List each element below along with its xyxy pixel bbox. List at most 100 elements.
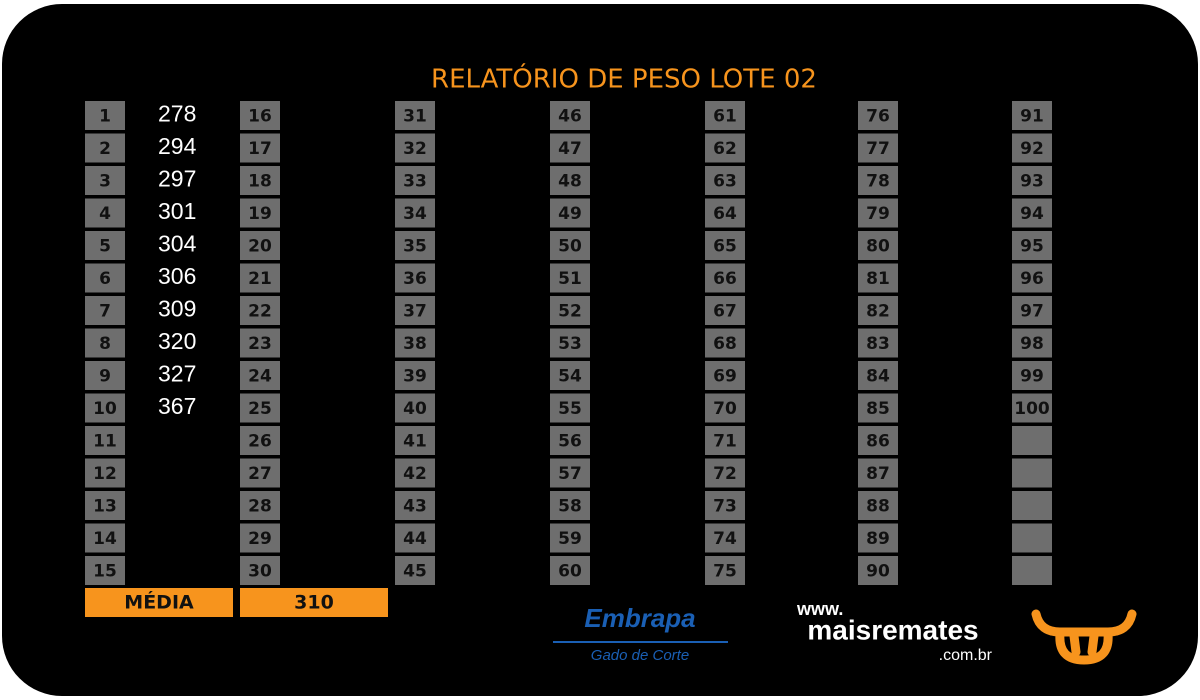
lot-box <box>705 361 745 390</box>
lot-box <box>705 166 745 195</box>
lot-number: 1 <box>99 107 111 127</box>
summary-label-box <box>85 588 233 617</box>
lot-number: 53 <box>558 334 582 354</box>
summary-label: MÉDIA <box>124 591 194 614</box>
lot-box <box>240 133 280 163</box>
lot-box <box>85 393 125 423</box>
lot-box <box>240 328 280 358</box>
lot-number: 28 <box>248 497 272 517</box>
lot-number: 51 <box>558 269 582 289</box>
lot-box <box>550 491 590 520</box>
lot-number: 55 <box>558 399 582 419</box>
lot-box <box>550 458 590 488</box>
lot-box <box>85 198 125 228</box>
lot-number: 36 <box>403 269 427 289</box>
lot-box <box>240 426 280 455</box>
lot-number: 71 <box>713 432 737 452</box>
lot-box <box>1012 198 1052 228</box>
lot-box <box>858 166 898 195</box>
lot-box <box>85 458 125 488</box>
lot-number: 87 <box>866 464 890 484</box>
lot-number: 6 <box>99 269 111 289</box>
lot-box <box>550 296 590 325</box>
lot-number: 50 <box>558 237 582 257</box>
lot-number: 67 <box>713 302 737 322</box>
lot-number: 20 <box>248 237 272 257</box>
lot-box <box>395 491 435 520</box>
lot-box <box>550 393 590 423</box>
lot-box <box>1012 458 1052 488</box>
lot-box <box>395 101 435 130</box>
lot-number: 88 <box>866 497 890 517</box>
lot-number: 45 <box>403 562 427 582</box>
lot-box <box>240 263 280 293</box>
lot-box <box>85 556 125 585</box>
lot-box <box>858 296 898 325</box>
lot-box <box>550 426 590 455</box>
lot-box <box>395 231 435 260</box>
lot-box <box>240 556 280 585</box>
lot-box <box>550 231 590 260</box>
lot-number: 41 <box>403 432 427 452</box>
lot-box <box>858 491 898 520</box>
lot-number: 54 <box>558 367 582 387</box>
lot-box <box>240 101 280 130</box>
lot-number: 31 <box>403 107 427 127</box>
lot-box <box>85 361 125 390</box>
lot-number: 97 <box>1020 302 1044 322</box>
lot-box <box>550 361 590 390</box>
lot-box <box>858 133 898 163</box>
lot-number: 48 <box>558 172 582 192</box>
lot-number: 49 <box>558 204 582 224</box>
lot-box <box>705 328 745 358</box>
lot-box <box>85 296 125 325</box>
lot-box <box>858 231 898 260</box>
lot-box <box>395 523 435 553</box>
lot-number: 3 <box>99 172 111 192</box>
lot-number: 59 <box>558 529 582 549</box>
lot-number: 89 <box>866 529 890 549</box>
lot-box <box>705 198 745 228</box>
lot-number: 60 <box>558 562 582 582</box>
lot-box <box>395 166 435 195</box>
lot-number: 27 <box>248 464 272 484</box>
lot-box <box>240 361 280 390</box>
lot-number: 95 <box>1020 237 1044 257</box>
title: RELATÓRIO DE PESO LOTE 02 <box>431 63 817 95</box>
lot-number: 65 <box>713 237 737 257</box>
lot-box <box>240 198 280 228</box>
lot-box <box>395 426 435 455</box>
lot-number: 56 <box>558 432 582 452</box>
summary-value: 310 <box>294 592 334 614</box>
lot-number: 96 <box>1020 269 1044 289</box>
lot-box <box>85 491 125 520</box>
lot-box <box>705 101 745 130</box>
lot-box <box>1012 361 1052 390</box>
lot-number: 68 <box>713 334 737 354</box>
lot-number: 85 <box>866 399 890 419</box>
lot-number: 84 <box>866 367 890 387</box>
lot-number: 35 <box>403 237 427 257</box>
weight: 327 <box>158 361 196 387</box>
weight: 297 <box>158 166 196 192</box>
lot-box <box>85 523 125 553</box>
lot-box <box>550 101 590 130</box>
lot-number: 15 <box>93 562 117 582</box>
weight: 304 <box>158 231 197 257</box>
maisremates-prefix: www. <box>796 599 843 619</box>
lot-box <box>858 101 898 130</box>
embrapa-logo: Embrapa <box>584 603 695 633</box>
lot-number: 11 <box>93 432 117 452</box>
lot-number: 19 <box>248 204 272 224</box>
lot-number: 13 <box>93 497 117 517</box>
lot-box <box>1012 231 1052 260</box>
lot-box <box>705 426 745 455</box>
lot-number: 12 <box>93 464 117 484</box>
lot-number: 94 <box>1020 204 1044 224</box>
lot-number: 4 <box>99 204 111 224</box>
lot-number: 17 <box>248 139 272 159</box>
lot-number: 86 <box>866 432 890 452</box>
lot-box <box>705 231 745 260</box>
lot-number: 91 <box>1020 107 1044 127</box>
lot-box <box>550 328 590 358</box>
